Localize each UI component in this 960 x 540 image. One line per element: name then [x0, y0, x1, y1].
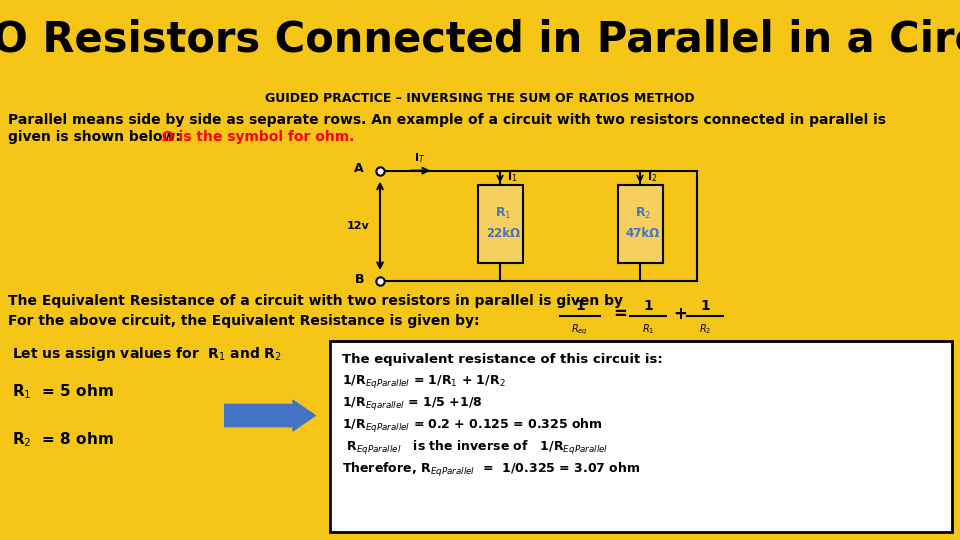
FancyBboxPatch shape	[617, 185, 662, 263]
Text: B: B	[354, 273, 364, 286]
Text: 1/R$_{EqParallel}$ = 0.2 + 0.125 = 0.325 ohm: 1/R$_{EqParallel}$ = 0.2 + 0.125 = 0.325…	[342, 416, 603, 435]
Text: GUIDED PRACTICE – INVERSING THE SUM OF RATIOS METHOD: GUIDED PRACTICE – INVERSING THE SUM OF R…	[265, 92, 695, 105]
Text: +: +	[673, 305, 687, 323]
Text: For the above circuit, the Equivalent Resistance is given by:: For the above circuit, the Equivalent Re…	[8, 314, 479, 328]
Text: The equivalent resistance of this circuit is:: The equivalent resistance of this circui…	[342, 353, 662, 366]
Text: Parallel means side by side as separate rows. An example of a circuit with two r: Parallel means side by side as separate …	[8, 113, 886, 127]
Text: R$_1$: R$_1$	[494, 206, 512, 221]
Text: I$_2$: I$_2$	[647, 171, 658, 185]
Text: =: =	[613, 305, 627, 323]
Text: Let us assign values for  R$_1$ and R$_2$: Let us assign values for R$_1$ and R$_2$	[12, 345, 282, 363]
Text: R$_1$  = 5 ohm: R$_1$ = 5 ohm	[12, 382, 113, 401]
Text: $R_2$: $R_2$	[699, 322, 711, 336]
Text: R$_{EqParallel}$   is the inverse of   1/R$_{EqParallel}$: R$_{EqParallel}$ is the inverse of 1/R$_…	[342, 438, 609, 457]
Text: Ω is the symbol for ohm.: Ω is the symbol for ohm.	[162, 130, 354, 144]
Text: 1/R$_{Eqarallel}$ = 1/5 +1/8: 1/R$_{Eqarallel}$ = 1/5 +1/8	[342, 395, 482, 412]
Text: The Equivalent Resistance of a circuit with two resistors in parallel is given b: The Equivalent Resistance of a circuit w…	[8, 294, 623, 308]
Text: 1: 1	[575, 299, 585, 313]
Text: $R_{eq}$: $R_{eq}$	[571, 322, 588, 336]
Text: given is shown below:: given is shown below:	[8, 130, 185, 144]
Text: 1: 1	[700, 299, 709, 313]
Text: 1: 1	[643, 299, 653, 313]
Text: R$_2$  = 8 ohm: R$_2$ = 8 ohm	[12, 430, 113, 449]
Text: I$_T$: I$_T$	[415, 152, 425, 165]
FancyArrowPatch shape	[225, 400, 315, 431]
Text: I$_1$: I$_1$	[507, 171, 517, 185]
FancyBboxPatch shape	[330, 341, 952, 532]
Text: 12v: 12v	[347, 221, 370, 231]
Text: 47kΩ: 47kΩ	[626, 227, 660, 240]
Text: Therefore, R$_{EqParallel}$  =  1/0.325 = 3.07 ohm: Therefore, R$_{EqParallel}$ = 1/0.325 = …	[342, 461, 640, 479]
Text: 1/R$_{EqParallel}$ = 1/R$_1$ + 1/R$_2$: 1/R$_{EqParallel}$ = 1/R$_1$ + 1/R$_2$	[342, 373, 506, 390]
Text: A: A	[354, 162, 364, 175]
Text: TWO Resistors Connected in Parallel in a Circuit: TWO Resistors Connected in Parallel in a…	[0, 18, 960, 60]
FancyBboxPatch shape	[477, 185, 522, 263]
Text: R$_2$: R$_2$	[635, 206, 651, 221]
Text: $R_1$: $R_1$	[642, 322, 654, 336]
Text: 22kΩ: 22kΩ	[486, 227, 520, 240]
